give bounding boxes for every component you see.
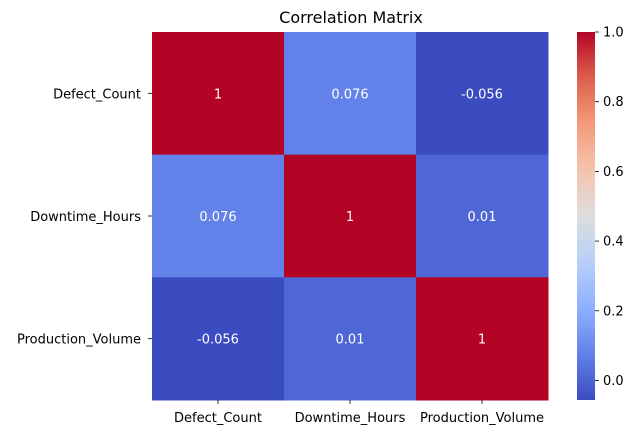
x-tick-label: Production_Volume	[420, 411, 544, 426]
colorbar-tick-label: 0.2	[603, 304, 624, 319]
heatmap-cell	[152, 277, 285, 401]
cell-annotation: 1	[214, 87, 222, 102]
colorbar-tick-label: 0.8	[603, 95, 624, 110]
colorbar: 0.0 0.2 0.4 0.6 0.8 1.0	[577, 26, 624, 400]
heatmap-cell	[152, 32, 285, 156]
y-tick-label: Production_Volume	[17, 333, 141, 348]
colorbar-tick-label: 0.6	[603, 165, 624, 180]
cell-annotation: 0.076	[199, 210, 236, 225]
y-tick-label: Downtime_Hours	[30, 210, 141, 225]
heatmap-cell	[284, 154, 417, 278]
cell-annotation: 0.01	[336, 333, 365, 348]
heatmap-cell	[416, 154, 549, 278]
colorbar-tick-label: 1.0	[603, 26, 624, 41]
heatmap-cells	[152, 32, 549, 401]
y-tick-label: Defect_Count	[53, 87, 141, 102]
cell-annotation: -0.056	[197, 333, 239, 348]
chart-title: Correlation Matrix	[279, 8, 423, 27]
cell-annotation: 1	[478, 333, 486, 348]
colorbar-tick-label: 0.0	[603, 374, 624, 389]
heatmap-cell	[416, 32, 549, 156]
heatmap-cell	[416, 277, 549, 401]
heatmap-cell	[152, 154, 285, 278]
cell-annotation: 0.01	[468, 210, 497, 225]
heatmap-cell	[284, 277, 417, 401]
colorbar-gradient	[577, 32, 595, 400]
colorbar-tick-label: 0.4	[603, 235, 624, 250]
x-axis: Defect_Count Downtime_Hours Production_Vol…	[174, 400, 544, 426]
cell-annotation: -0.056	[461, 87, 503, 102]
heatmap-annotations: 1 0.076 -0.056 0.076 1 0.01 -0.056 0.01 1	[197, 87, 503, 347]
y-axis: Defect_Count Downtime_Hours Production_Vol…	[17, 87, 152, 348]
x-tick-label: Downtime_Hours	[295, 411, 406, 426]
x-tick-label: Defect_Count	[174, 411, 262, 426]
heatmap-cell	[284, 32, 417, 156]
cell-annotation: 1	[346, 210, 354, 225]
cell-annotation: 0.076	[331, 87, 368, 102]
